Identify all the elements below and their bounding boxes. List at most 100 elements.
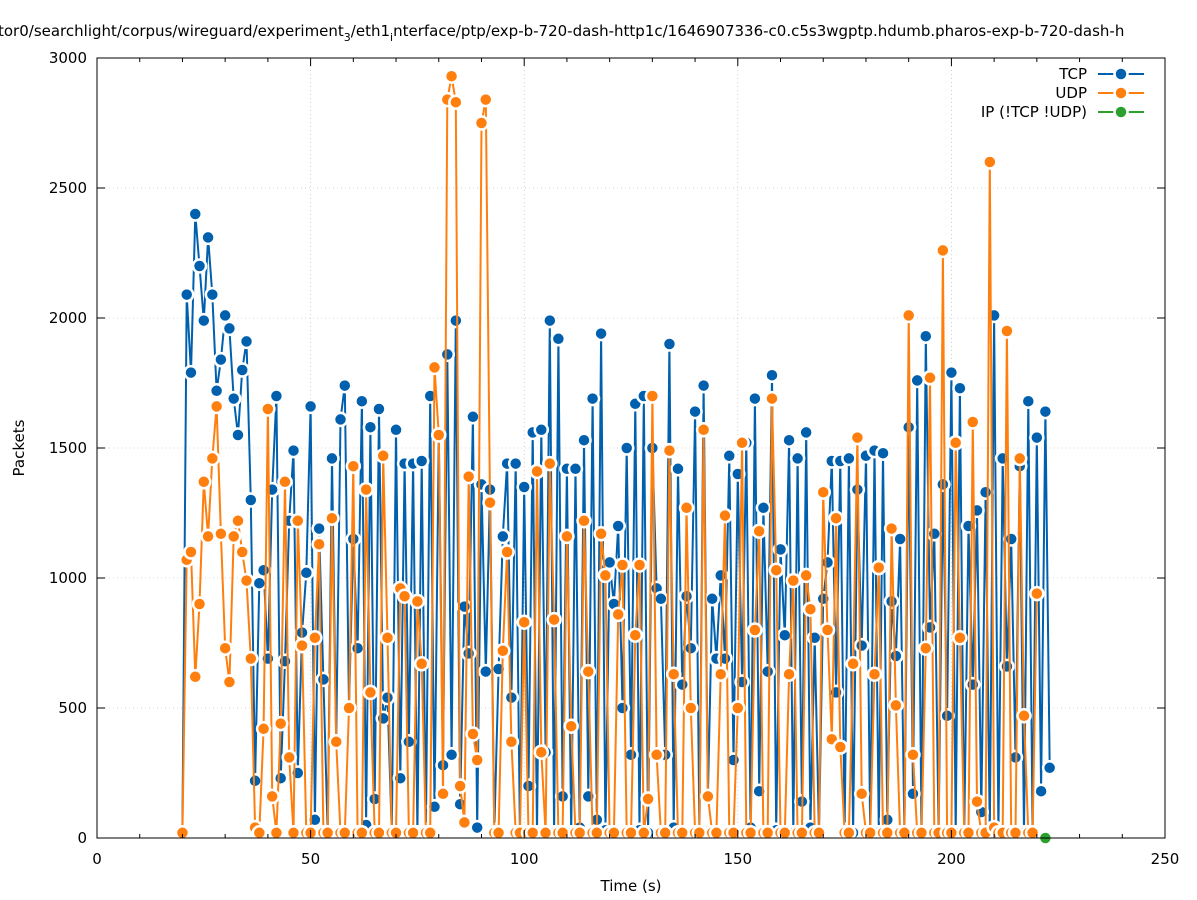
data-point <box>730 700 746 716</box>
data-point <box>200 229 216 246</box>
data-point <box>708 825 725 841</box>
legend-marker <box>1113 104 1129 120</box>
data-point <box>533 744 550 760</box>
data-point <box>405 825 421 841</box>
legend-label: IP (!TCP !UDP) <box>981 103 1087 121</box>
chart-title-part-2: /eth1 <box>351 22 390 40</box>
data-point <box>841 825 857 841</box>
data-point <box>849 429 866 446</box>
data-point <box>888 697 904 714</box>
data-point <box>337 377 353 394</box>
data-point <box>478 663 494 680</box>
data-point <box>742 825 759 841</box>
data-point <box>695 422 712 438</box>
data-point <box>704 591 720 607</box>
data-point <box>640 791 656 807</box>
data-point <box>947 435 964 451</box>
data-point <box>798 567 814 584</box>
data-point <box>589 825 605 841</box>
data-point <box>845 656 861 672</box>
data-point <box>913 825 930 841</box>
data-point <box>277 653 293 669</box>
data-point <box>537 825 554 841</box>
data-point <box>469 752 485 768</box>
data-point <box>853 637 870 654</box>
data-point <box>315 671 332 688</box>
data-point <box>264 788 280 805</box>
data-point <box>918 328 934 344</box>
data-point <box>909 372 925 389</box>
data-point <box>559 528 575 545</box>
data-point <box>230 427 246 443</box>
legend-marker <box>1113 66 1129 82</box>
data-point <box>413 453 430 469</box>
data-point <box>1033 783 1049 799</box>
data-point <box>918 640 934 656</box>
data-point <box>247 773 263 789</box>
data-point <box>648 747 665 763</box>
data-point <box>665 666 682 682</box>
data-point <box>362 419 379 435</box>
data-point <box>644 388 661 404</box>
data-point <box>448 94 464 110</box>
data-point <box>785 572 802 589</box>
data-point <box>794 825 810 841</box>
data-point <box>935 476 951 493</box>
data-point <box>700 788 716 805</box>
data-point <box>238 572 255 589</box>
data-point <box>683 640 699 656</box>
data-point <box>866 666 883 682</box>
data-point <box>734 435 750 451</box>
data-point <box>1003 531 1019 547</box>
data-point <box>448 312 464 329</box>
data-point <box>213 526 229 542</box>
data-point <box>781 432 797 448</box>
data-point <box>294 637 310 654</box>
data-point <box>571 825 588 841</box>
data-point <box>213 351 229 368</box>
y-tick-label: 0 <box>77 829 87 847</box>
data-point <box>277 474 293 490</box>
data-point <box>853 786 870 802</box>
y-axis-label: Packets <box>10 419 28 476</box>
data-point <box>495 643 511 659</box>
data-point <box>1012 450 1028 467</box>
data-point <box>952 630 968 646</box>
data-point <box>311 536 327 552</box>
legend-label: TCP <box>1058 65 1087 83</box>
chart-title: tor0/searchlight/corpus/wireguard/experi… <box>0 22 1124 44</box>
data-point <box>431 427 447 443</box>
data-point <box>503 734 520 750</box>
data-point <box>1016 708 1032 724</box>
data-point <box>623 825 639 841</box>
y-tick-label: 3000 <box>49 49 87 67</box>
data-point <box>717 507 733 524</box>
data-point <box>982 154 998 170</box>
data-point <box>268 388 285 404</box>
data-point <box>285 825 302 841</box>
data-point <box>358 481 374 498</box>
data-point <box>191 258 208 274</box>
data-point <box>657 825 673 841</box>
data-point <box>777 627 793 643</box>
data-point <box>1007 825 1024 841</box>
data-point <box>943 364 960 381</box>
data-point <box>396 588 413 604</box>
data-point <box>828 510 844 526</box>
legend-item: IP (!TCP !UDP) <box>981 103 1144 121</box>
data-point <box>614 557 631 573</box>
data-point <box>614 700 631 716</box>
data-point <box>260 401 276 417</box>
x-tick-label: 0 <box>92 850 102 868</box>
data-point <box>478 91 494 108</box>
data-point <box>781 666 797 682</box>
data-point <box>392 770 409 786</box>
data-point <box>747 390 763 407</box>
data-point <box>811 825 827 841</box>
data-point <box>183 544 199 560</box>
data-point <box>683 700 699 716</box>
data-point <box>678 500 695 516</box>
data-point <box>499 544 515 560</box>
data-point <box>183 364 199 381</box>
